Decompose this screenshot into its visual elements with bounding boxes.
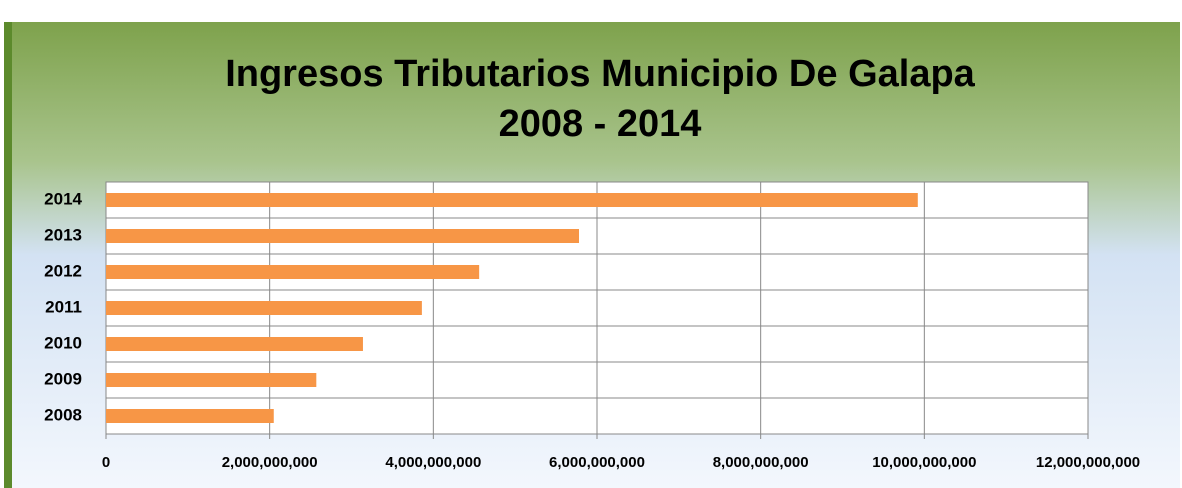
chart-title: Ingresos Tributarios Municipio De Galapa <box>225 53 975 95</box>
y-tick-label: 2011 <box>45 297 82 316</box>
x-tick-label: 4,000,000,000 <box>385 454 481 471</box>
y-tick-label: 2013 <box>44 225 82 244</box>
x-tick-label: 2,000,000,000 <box>222 454 318 471</box>
bar <box>106 337 363 351</box>
y-tick-label: 2010 <box>44 333 82 352</box>
bar <box>106 409 274 423</box>
bar <box>106 373 317 387</box>
left-edge <box>4 22 12 488</box>
y-tick-label: 2009 <box>44 369 82 388</box>
x-tick-label: 0 <box>102 454 110 471</box>
bar <box>106 229 579 243</box>
x-tick-label: 10,000,000,000 <box>872 454 976 471</box>
x-tick-label: 6,000,000,000 <box>549 454 645 471</box>
x-tick-label: 8,000,000,000 <box>713 454 809 471</box>
chart-subtitle: 2008 - 2014 <box>499 103 702 145</box>
bar <box>106 265 480 279</box>
y-tick-label: 2014 <box>44 189 82 208</box>
y-tick-label: 2008 <box>44 405 82 424</box>
bar <box>106 193 918 207</box>
y-tick-label: 2012 <box>44 261 82 280</box>
x-tick-label: 12,000,000,000 <box>1036 454 1140 471</box>
bar <box>106 301 422 315</box>
